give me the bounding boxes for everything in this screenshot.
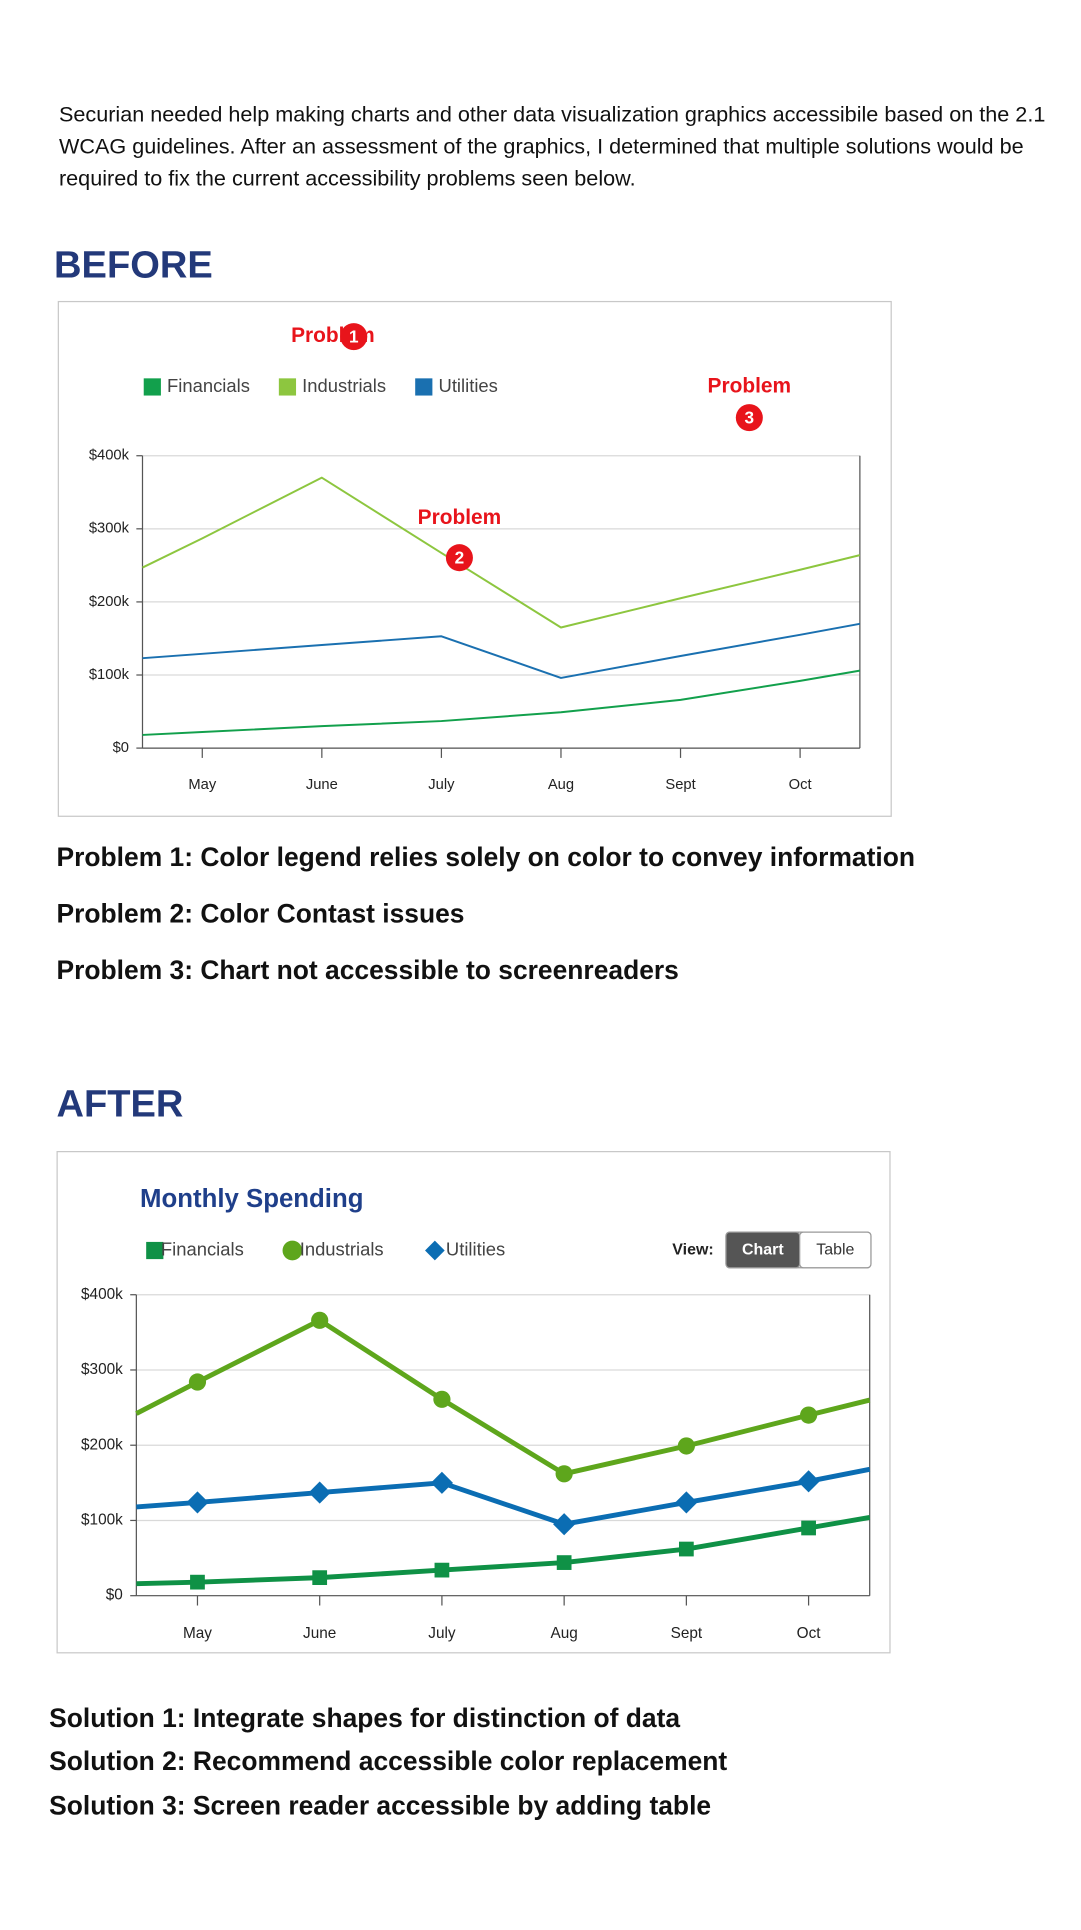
marker [430, 1471, 453, 1494]
annotation-number: 1 [349, 326, 359, 346]
before-heading: BEFORE [54, 243, 213, 287]
solution: Solution 2: Recommend accessible color r… [49, 1746, 728, 1777]
y-tick-label: $100k [89, 667, 130, 683]
toggle-button[interactable] [799, 1231, 872, 1269]
marker [312, 1570, 328, 1586]
marker [143, 378, 161, 396]
marker [797, 1470, 820, 1493]
series-line [142, 476, 861, 629]
y-tick-label: $0 [113, 740, 129, 756]
x-tick-label: May [183, 1625, 212, 1642]
before-chart-frame: $0 $100k $200k $300k $400k May June July Aug Sept… [57, 300, 892, 817]
annotation-number: 2 [455, 547, 465, 567]
intro-text: Securian needed help making charts and o… [58, 101, 1046, 191]
annotation-badge [445, 544, 473, 572]
marker [311, 1311, 329, 1329]
marker [146, 1241, 164, 1260]
marker [425, 1240, 445, 1261]
marker [678, 1541, 694, 1557]
y-tick-label: $300k [89, 521, 130, 537]
series-line [135, 1317, 871, 1477]
y-tick-label: $400k [89, 448, 130, 464]
x-tick-label: Sept [665, 777, 695, 793]
view-label: View: [672, 1242, 713, 1259]
annotation-number: 3 [745, 407, 755, 427]
legend-label: Financials [167, 375, 250, 396]
marker [415, 378, 433, 396]
marker [188, 1373, 207, 1391]
solution: Solution 1: Integrate shapes for distinc… [49, 1703, 681, 1734]
marker [801, 1520, 816, 1536]
y-tick-label: $300k [81, 1361, 123, 1378]
marker [799, 1406, 818, 1424]
toggle-label[interactable]: Table [816, 1242, 854, 1259]
series-line [136, 1515, 871, 1587]
problem: Problem 3: Chart not accessible to scree… [56, 955, 679, 986]
y-tick-label: $0 [106, 1587, 123, 1604]
marker [433, 1390, 451, 1408]
marker [556, 1555, 572, 1570]
y-tick-label: $100k [81, 1512, 123, 1529]
marker [278, 378, 297, 396]
chart-title: Monthly Spending [140, 1185, 363, 1213]
chart: $0 $100k $200k $300k $400k May June July Aug Sept… [89, 323, 861, 793]
y-tick-label: $200k [81, 1436, 123, 1453]
solution: Solution 3: Screen reader accessible by … [49, 1791, 712, 1821]
x-tick-label: Aug [550, 1625, 577, 1642]
toggle-label[interactable]: Chart [742, 1242, 784, 1259]
y-tick-label: $400k [81, 1286, 123, 1303]
marker [555, 1465, 573, 1483]
problem: Problem 2: Color Contast issues [56, 899, 465, 929]
marker [308, 1481, 331, 1504]
legend-label: Industrials [300, 1238, 384, 1259]
x-tick-label: May [188, 777, 216, 793]
x-tick-label: June [303, 1625, 336, 1642]
legend-label: Utilities [446, 1238, 505, 1259]
x-tick-label: Aug [548, 777, 574, 793]
marker [677, 1437, 695, 1455]
legend-label: Financials [161, 1238, 244, 1259]
series-line [142, 669, 861, 736]
marker [434, 1562, 450, 1578]
marker [282, 1240, 303, 1261]
marker [186, 1491, 209, 1514]
series-line [136, 1466, 871, 1527]
annotation-text: Problem [418, 506, 502, 529]
annotation-text: Problem [708, 374, 792, 397]
x-tick-label: July [428, 1625, 456, 1642]
after-heading: AFTER [56, 1082, 184, 1126]
x-tick-label: Oct [797, 1625, 822, 1642]
legend-label: Industrials [302, 375, 386, 396]
chart: $0 $100k $200k $300k $400k May June July Aug Sept… [81, 1185, 872, 1642]
problem: Problem 1: Color legend relies solely on… [56, 842, 916, 873]
x-tick-label: Oct [789, 777, 812, 793]
y-tick-label: $200k [89, 594, 130, 610]
series-line [142, 622, 861, 679]
marker [190, 1574, 205, 1590]
x-tick-label: June [306, 777, 338, 793]
annotation-badge [340, 323, 368, 351]
after-chart-frame: $0 $100k $200k $300k $400k May June July Aug Sept… [56, 1151, 891, 1654]
marker [675, 1491, 698, 1514]
annotation-badge [735, 404, 763, 432]
legend-label: Utilities [439, 375, 498, 396]
x-tick-label: Sept [671, 1625, 703, 1642]
marker [553, 1513, 576, 1536]
x-tick-label: July [428, 777, 455, 793]
